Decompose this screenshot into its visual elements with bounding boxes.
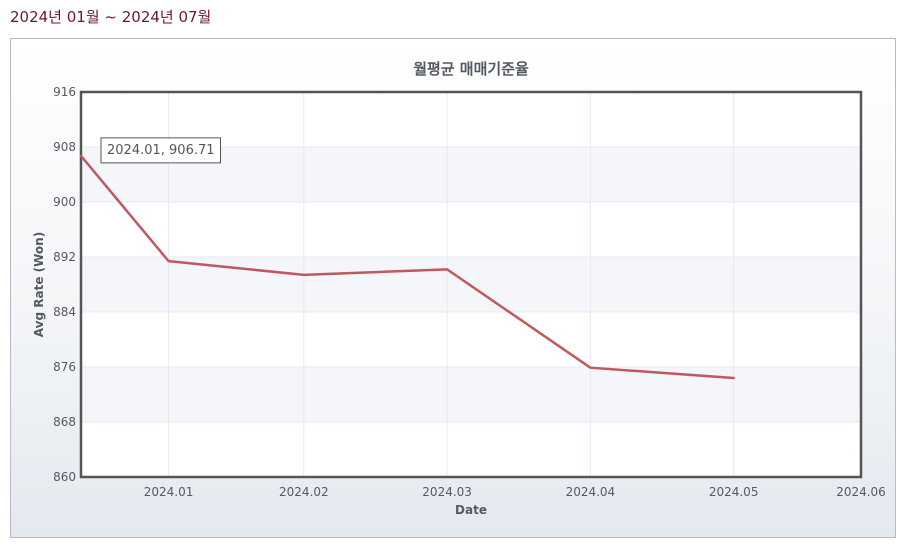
x-tick-label: 2024.04 — [566, 485, 616, 499]
x-tick-labels: 2024.01 2024.02 2024.03 2024.04 2024.05 2024.… — [144, 485, 886, 499]
x-tick-label: 2024.05 — [709, 485, 759, 499]
x-tick-label: 2024.03 — [422, 485, 472, 499]
plot-band — [81, 202, 861, 257]
data-point[interactable] — [300, 271, 308, 279]
data-point[interactable] — [165, 257, 173, 265]
y-tick-label: 884 — [53, 305, 76, 319]
series-line-group — [77, 152, 738, 382]
data-tooltip: 2024.01, 906.71 — [100, 137, 222, 164]
y-tick-label: 900 — [53, 195, 76, 209]
data-point[interactable] — [730, 374, 738, 382]
plot-band — [81, 312, 861, 367]
data-point[interactable] — [77, 152, 85, 160]
x-axis-label: Date — [455, 503, 487, 517]
chart-panel: 860 868 876 884 892 900 908 916 2024.01 2024.02 2… — [10, 38, 896, 538]
x-tick-label: 2024.02 — [279, 485, 329, 499]
y-tick-label: 860 — [53, 470, 76, 484]
x-tick-label: 2024.06 — [836, 485, 886, 499]
data-point[interactable] — [586, 364, 594, 372]
x-tick-label: 2024.01 — [144, 485, 194, 499]
period-range: 2024년 01월 ~ 2024년 07월 — [10, 8, 212, 26]
chart-title: 월평균 매매기준율 — [413, 60, 529, 78]
y-axis-label: Avg Rate (Won) — [32, 232, 46, 337]
y-tick-label: 868 — [53, 415, 76, 429]
y-tick-labels: 860 868 876 884 892 900 908 916 — [53, 85, 76, 484]
plot-bands — [81, 92, 861, 477]
y-tick-label: 876 — [53, 360, 76, 374]
plot-band — [81, 367, 861, 422]
plot-frame — [79, 90, 863, 479]
y-tick-label: 908 — [53, 140, 76, 154]
tooltip-box — [100, 137, 222, 164]
plot-band — [81, 422, 861, 477]
data-point[interactable] — [443, 265, 451, 273]
tooltip-text: 2024.01, 906.71 — [107, 143, 215, 158]
y-tick-label: 892 — [53, 250, 76, 264]
series-line[interactable] — [79, 154, 735, 380]
y-tick-label: 916 — [53, 85, 76, 99]
